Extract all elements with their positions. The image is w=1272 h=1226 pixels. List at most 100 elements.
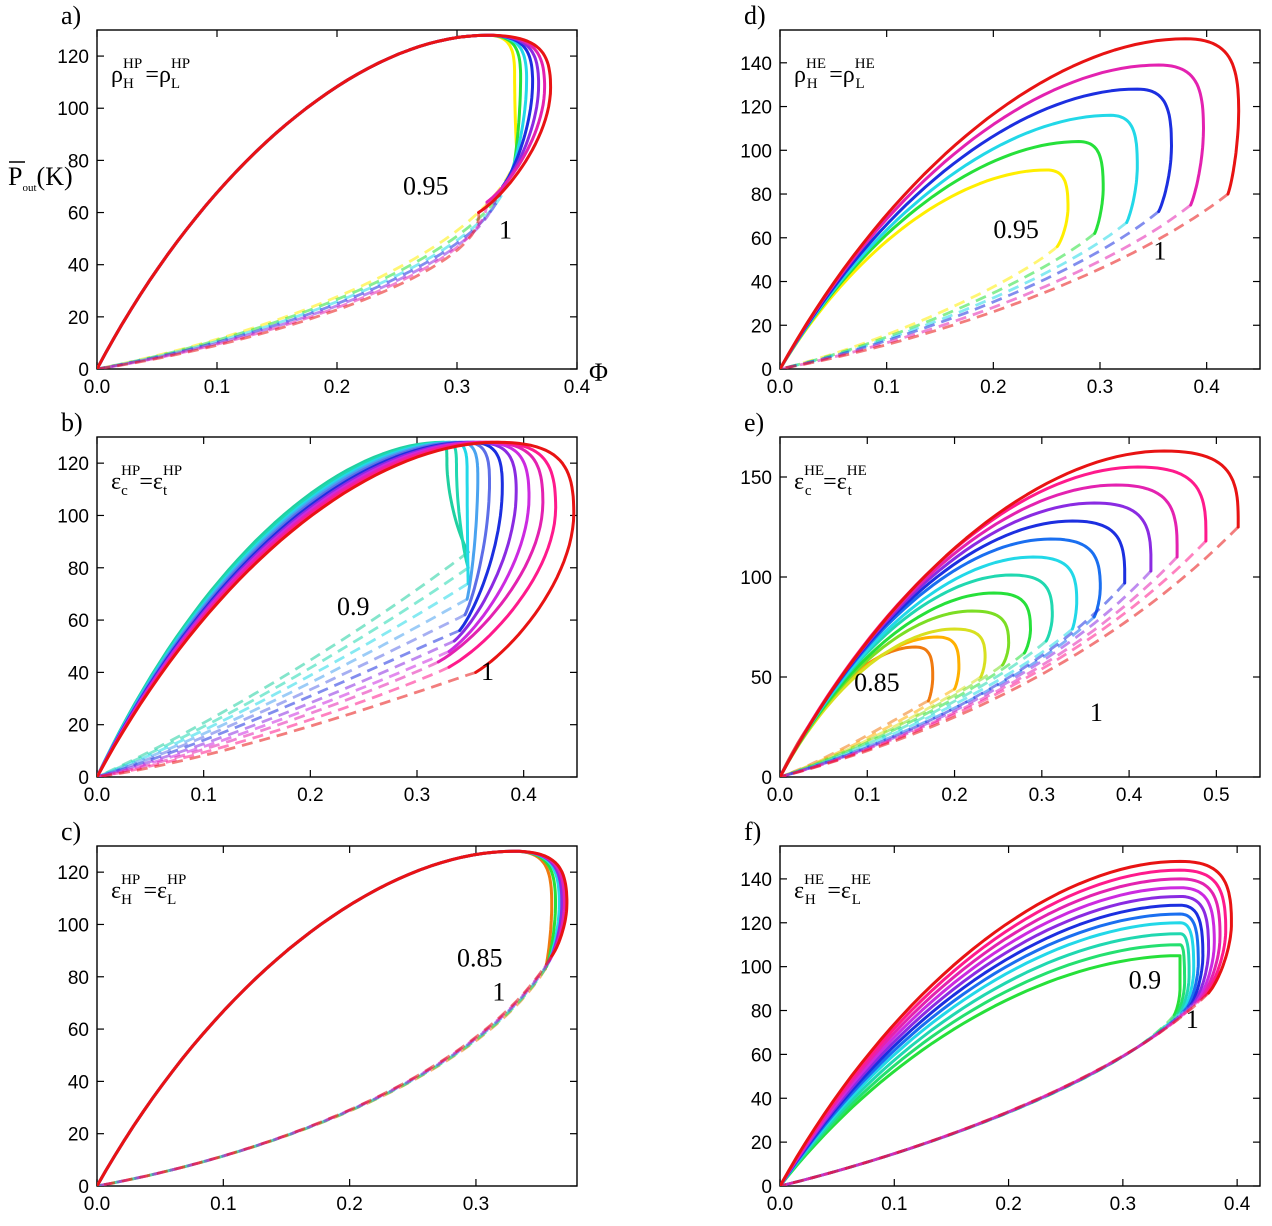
y-tick-label: 60	[68, 204, 89, 225]
series-line-0.94	[780, 912, 1200, 1186]
plot-frame	[779, 436, 1261, 778]
condition-label-part: HP	[121, 463, 140, 479]
series-line-0.97	[780, 113, 1139, 369]
series-unstable-branch-1	[780, 526, 1240, 777]
x-tick-label: 0.2	[336, 1194, 362, 1215]
y-tick-label: 140	[740, 870, 772, 891]
series-unstable-branch-0.9	[97, 550, 470, 777]
series-unstable-branch-0.875	[780, 687, 956, 777]
x-tick-label: 0.2	[980, 377, 1006, 398]
annotation-label: 1	[1186, 1005, 1199, 1034]
condition-label-part: L	[171, 76, 180, 92]
annotation-label: 1	[499, 216, 512, 245]
condition-label-part: =	[139, 469, 153, 495]
y-tick-label: 0	[78, 1177, 89, 1198]
y-tick-label: 80	[68, 151, 89, 172]
series-group	[780, 37, 1241, 369]
series-line-1	[97, 849, 569, 1186]
series-unstable-branch-0.95	[97, 154, 519, 369]
annotation-label: 0.85	[457, 943, 503, 972]
x-tick-label: 0.4	[1193, 377, 1220, 398]
x-tick-label: 0.1	[881, 1194, 907, 1215]
annotation-label: 0.9	[1129, 966, 1162, 995]
y-tick-label: 80	[751, 1002, 772, 1023]
series-line-0.91	[780, 943, 1187, 1186]
y-tick-label: 120	[740, 914, 772, 935]
condition-label: εHP c =εHP t	[111, 463, 182, 499]
condition-label: εHE H =εHE L	[794, 872, 871, 908]
condition-label-part: =	[829, 62, 843, 88]
panel-d: 0.0 0.1 0.2 0.3 0.4 0 20 40 60 80 100 120 140 0.95 1 d)…	[740, 1, 1261, 398]
condition-label-part: HE	[847, 463, 867, 479]
x-tick-label: 0.0	[84, 377, 110, 398]
series-unstable-branch-1	[780, 192, 1229, 369]
condition-label-part: =	[823, 469, 837, 495]
x-tick-label: 0.5	[1203, 785, 1229, 806]
y-tick-label: 0	[761, 1177, 772, 1198]
series-unstable-branch-0.92	[97, 582, 469, 777]
series-unstable-branch-1	[97, 671, 477, 777]
y-tick-label: 20	[68, 716, 89, 737]
series-group	[97, 849, 569, 1186]
series-unstable-branch-0.96	[97, 639, 455, 777]
annotation-label: 1	[1090, 698, 1103, 727]
annotation-label: 1	[492, 977, 505, 1006]
x-tick-label: 0.2	[941, 785, 967, 806]
series-unstable-branch-0.93	[780, 639, 1048, 777]
panel-f: 0.0 0.1 0.2 0.3 0.4 0 20 40 60 80 100 120 140 0.9 1 f) ε…	[740, 817, 1261, 1215]
y-tick-label: 0	[78, 768, 89, 789]
plot-frame	[779, 29, 1261, 370]
condition-label-part: HE	[806, 56, 826, 72]
x-tick-label: 0.3	[1110, 1194, 1136, 1215]
panel-label: a)	[61, 1, 81, 30]
condition-label-part: =	[145, 62, 159, 88]
y-tick-label: 60	[68, 611, 89, 632]
condition-label-part: ε	[841, 878, 851, 904]
condition-label-part: H	[121, 892, 132, 908]
annotation-label: 0.95	[993, 215, 1038, 244]
condition-label-part: H	[123, 76, 134, 92]
y-tick-label: 120	[57, 454, 89, 475]
y-tick-label: 0	[761, 360, 772, 381]
x-tick-label: 0.2	[324, 377, 350, 398]
condition-label: ρHP H =ρHP L	[111, 56, 190, 92]
series-line-1	[97, 440, 576, 777]
condition-label-part: HP	[171, 56, 190, 72]
series-unstable-branch-0.92	[780, 651, 1026, 777]
condition-label-part: ε	[111, 878, 121, 904]
y-tick-label: 120	[57, 47, 89, 68]
y-tick-label: 40	[68, 1072, 89, 1093]
series-group	[780, 859, 1233, 1186]
series-line-0.94	[780, 555, 1079, 777]
series-line-1	[97, 33, 553, 369]
y-tick-label: 20	[751, 316, 772, 337]
y-tick-label: 120	[740, 98, 772, 119]
series-unstable-branch-0.96	[780, 582, 1126, 777]
condition-label: ρHE H =ρHE L	[794, 56, 875, 92]
y-tick-label: 100	[740, 568, 772, 589]
condition-label-part: HE	[855, 56, 875, 72]
x-tick-label: 0.3	[1087, 377, 1113, 398]
series-line-1	[780, 37, 1241, 369]
y-tick-label: 40	[751, 273, 772, 294]
condition-label-part: ε	[837, 469, 847, 495]
y-tick-label: 140	[740, 54, 772, 75]
y-tick-label: 100	[57, 506, 89, 527]
condition-label-part: HP	[167, 872, 186, 888]
series-line-0.99	[780, 868, 1228, 1186]
annotation-label: 0.85	[854, 668, 900, 697]
y-tick-label: 40	[68, 663, 89, 684]
condition-label-part: HE	[804, 872, 824, 888]
condition-label-part: ρ	[159, 62, 171, 88]
series-group	[97, 440, 576, 777]
condition-label-part: t	[848, 483, 853, 499]
series-unstable-branch-0.97	[780, 570, 1152, 777]
series-line-0.99	[780, 63, 1205, 369]
series-unstable-branch-0.97	[97, 186, 504, 369]
series-unstable-branch-0.98	[780, 556, 1179, 777]
condition-label-part: ε	[794, 469, 804, 495]
series-line-0.95	[780, 168, 1070, 369]
y-tick-label: 40	[751, 1089, 772, 1110]
series-unstable-branch-0.97	[97, 957, 552, 1186]
